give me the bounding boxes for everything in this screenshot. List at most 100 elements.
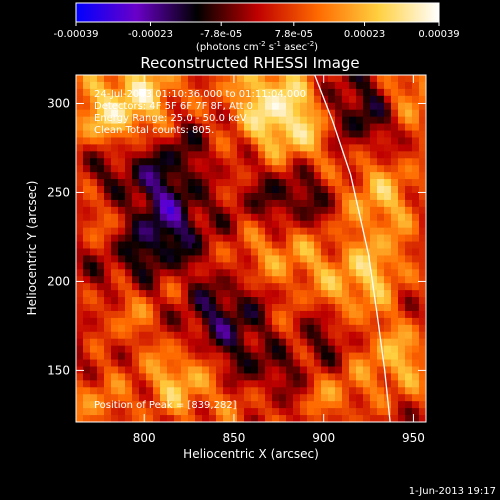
heatmap-cell [111,220,119,229]
heatmap-cell [307,241,315,250]
heatmap-cell [97,373,105,381]
heatmap-cell [209,269,217,277]
heatmap-cell [97,408,105,416]
heatmap-cell [174,95,182,104]
heatmap-cell [167,88,175,97]
heatmap-cell [363,331,371,340]
heatmap-cell [349,408,357,416]
heatmap-cell [111,408,119,416]
heatmap-cell [244,213,252,222]
heatmap-cell [195,304,203,312]
heatmap-cell [328,283,336,291]
heatmap-cell [181,387,189,395]
heatmap-cell [419,338,426,347]
heatmap-cell [230,88,238,97]
heatmap-cell [342,331,350,340]
heatmap-cell [90,102,98,111]
heatmap-cell [328,179,336,187]
heatmap-cell [132,401,140,409]
heatmap-cell [209,304,217,312]
heatmap-cell [286,192,294,201]
heatmap-cell [202,408,210,416]
heatmap-cell [293,227,301,236]
heatmap-cell [335,310,343,319]
heatmap-cell [398,123,406,132]
heatmap-cell [321,109,329,118]
heatmap-cell [356,102,364,111]
heatmap-cell [391,213,399,222]
heatmap-cell [125,213,133,222]
heatmap-cell [300,331,308,340]
heatmap-cell [216,255,224,263]
heatmap-cell [118,304,126,312]
heatmap-cell [286,88,294,97]
heatmap-cell [83,213,91,222]
heatmap-cell [300,95,308,104]
heatmap-cell [335,151,343,159]
heatmap-cell [265,304,273,312]
heatmap-cell [132,192,140,201]
heatmap-cell [356,387,364,395]
heatmap-cell [251,408,259,416]
heatmap-cell [83,199,91,208]
heatmap-cell [244,310,252,319]
heatmap-cell [202,255,210,263]
heatmap-cell [377,317,385,326]
heatmap-cell [279,276,287,284]
heatmap-cell [209,213,217,222]
heatmap-cell [286,352,294,361]
heatmap-cell [146,165,154,173]
heatmap-cell [363,206,371,215]
heatmap-cell [223,186,231,194]
heatmap-cell [391,130,399,139]
heatmap-cell [384,186,392,194]
heatmap-cell [118,359,126,368]
heatmap-cell [195,359,203,368]
heatmap-cell [104,276,112,284]
heatmap-cell [223,123,231,132]
heatmap-cell [384,123,392,132]
heatmap-cell [209,380,217,388]
heatmap-cell [97,206,105,215]
heatmap-cell [300,88,308,97]
heatmap-cell [230,234,238,243]
heatmap-cell [314,359,322,368]
heatmap-cell [111,102,119,111]
heatmap-cell [76,387,84,395]
heatmap-cell [251,130,259,139]
heatmap-cell [405,338,413,347]
heatmap-cell [272,109,280,118]
heatmap-cell [398,283,406,291]
heatmap-cell [188,199,196,208]
heatmap-cell [314,394,322,402]
heatmap-cell [202,81,210,90]
heatmap-cell [377,255,385,263]
heatmap-cell [363,158,371,166]
heatmap-cell [398,276,406,284]
heatmap-cell [139,366,147,375]
heatmap-cell [370,269,378,277]
heatmap-cell [328,165,336,173]
heatmap-cell [160,186,168,194]
heatmap-cell [153,81,161,90]
heatmap-cell [363,366,371,375]
heatmap-cell [125,123,133,132]
heatmap-cell [258,151,266,159]
heatmap-cell [97,290,105,298]
heatmap-cell [377,206,385,215]
heatmap-cell [272,283,280,291]
heatmap-cell [419,186,426,194]
heatmap-cell [104,165,112,173]
heatmap-cell [356,394,364,402]
heatmap-cell [237,290,245,298]
heatmap-cell [349,276,357,284]
heatmap-cell [419,220,426,229]
heatmap-cell [342,102,350,111]
heatmap-cell [307,283,315,291]
heatmap-cell [328,394,336,402]
heatmap-cell [160,88,168,97]
heatmap-cell [279,199,287,208]
heatmap-cell [258,359,266,368]
heatmap-cell [230,345,238,354]
heatmap-cell [174,116,182,125]
